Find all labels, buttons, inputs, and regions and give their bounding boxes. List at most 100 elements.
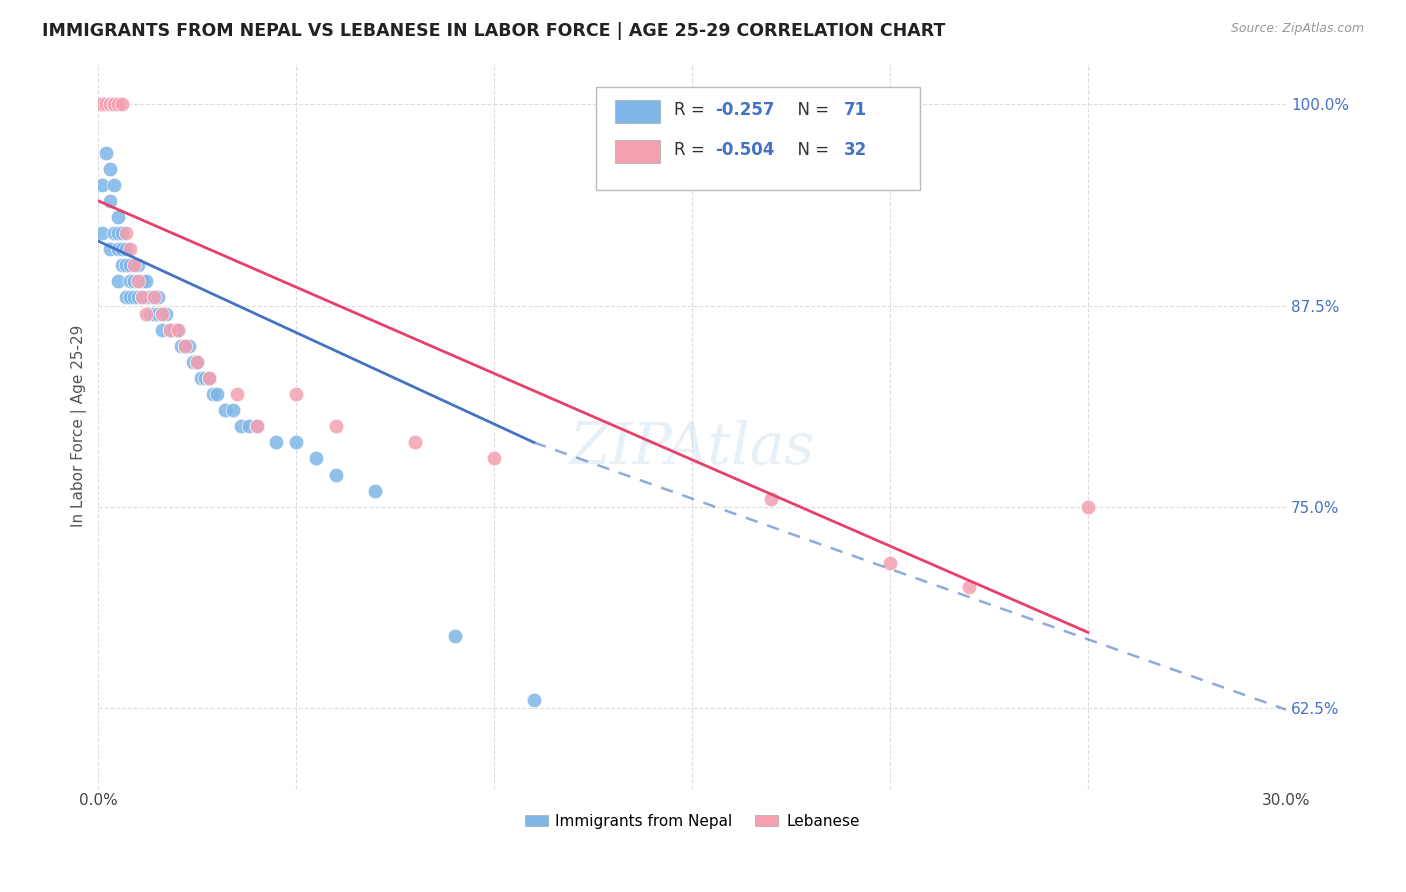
Point (443, 629, 465, 643)
Point (98, 194, 121, 208)
Text: 71: 71 (844, 101, 868, 119)
Point (98, 97, 121, 112)
Point (214, 403, 236, 417)
Point (127, 274, 149, 288)
Point (135, 291, 157, 305)
Point (127, 274, 149, 288)
Point (325, 419, 347, 434)
Point (118, 242, 141, 256)
Point (118, 258, 141, 272)
Point (246, 419, 269, 434)
FancyBboxPatch shape (596, 87, 920, 190)
Point (98, 97, 121, 112)
Point (364, 483, 387, 498)
Point (194, 371, 217, 385)
Point (139, 307, 162, 321)
Point (103, 97, 125, 112)
Point (198, 371, 221, 385)
Text: N =: N = (787, 141, 835, 159)
Point (107, 97, 129, 112)
Point (107, 210, 129, 224)
Point (179, 339, 201, 353)
Point (135, 274, 157, 288)
Point (103, 226, 125, 240)
Point (761, 491, 783, 506)
Point (523, 693, 546, 707)
Point (91, 178, 114, 192)
Text: IMMIGRANTS FROM NEPAL VS LEBANESE IN LABOR FORCE | AGE 25-29 CORRELATION CHART: IMMIGRANTS FROM NEPAL VS LEBANESE IN LAB… (42, 22, 946, 40)
Point (166, 323, 188, 337)
Text: 32: 32 (844, 141, 868, 159)
Point (225, 387, 247, 401)
Point (122, 258, 145, 272)
Point (186, 355, 208, 369)
Point (131, 291, 153, 305)
Point (118, 291, 141, 305)
Point (305, 451, 328, 466)
Point (266, 435, 288, 450)
Point (103, 178, 125, 192)
Point (96, 97, 118, 112)
Point (115, 242, 138, 256)
Point (285, 387, 308, 401)
Point (285, 435, 308, 450)
Point (111, 226, 134, 240)
Point (150, 307, 173, 321)
Point (142, 291, 165, 305)
Point (205, 387, 228, 401)
Point (202, 387, 225, 401)
Point (115, 226, 138, 240)
Point (174, 339, 197, 353)
Text: -0.257: -0.257 (714, 101, 775, 119)
Point (107, 242, 129, 256)
Point (325, 467, 347, 482)
Point (103, 97, 125, 112)
Point (111, 242, 134, 256)
Point (127, 291, 149, 305)
Point (98, 97, 121, 112)
Point (1077, 500, 1099, 514)
Point (115, 258, 138, 272)
Point (135, 307, 157, 321)
FancyBboxPatch shape (614, 140, 659, 163)
Point (142, 307, 165, 321)
Point (155, 307, 177, 321)
Point (246, 419, 269, 434)
Point (96, 97, 118, 112)
Point (98, 97, 121, 112)
Point (957, 580, 980, 594)
Point (150, 307, 173, 321)
Text: N =: N = (787, 101, 835, 119)
Point (879, 556, 901, 570)
Point (174, 339, 197, 353)
Point (159, 323, 181, 337)
Point (484, 451, 506, 466)
Text: Source: ZipAtlas.com: Source: ZipAtlas.com (1230, 22, 1364, 36)
Point (166, 323, 188, 337)
Point (131, 291, 153, 305)
Point (142, 291, 165, 305)
Point (146, 291, 169, 305)
Point (96, 145, 118, 160)
Point (198, 371, 221, 385)
Point (139, 291, 162, 305)
Point (190, 371, 212, 385)
Point (122, 274, 145, 288)
Text: -0.504: -0.504 (714, 141, 775, 159)
Point (111, 97, 134, 112)
Point (107, 226, 129, 240)
Point (127, 258, 149, 272)
Point (96, 97, 118, 112)
Point (98, 242, 121, 256)
Point (91, 226, 114, 240)
Point (98, 161, 121, 176)
Point (183, 355, 205, 369)
Point (118, 274, 141, 288)
Text: R =: R = (675, 141, 710, 159)
Point (159, 323, 181, 337)
Point (162, 323, 184, 337)
Text: ZIPAtlas: ZIPAtlas (569, 420, 815, 476)
Point (404, 435, 426, 450)
Point (222, 403, 245, 417)
Point (186, 355, 208, 369)
